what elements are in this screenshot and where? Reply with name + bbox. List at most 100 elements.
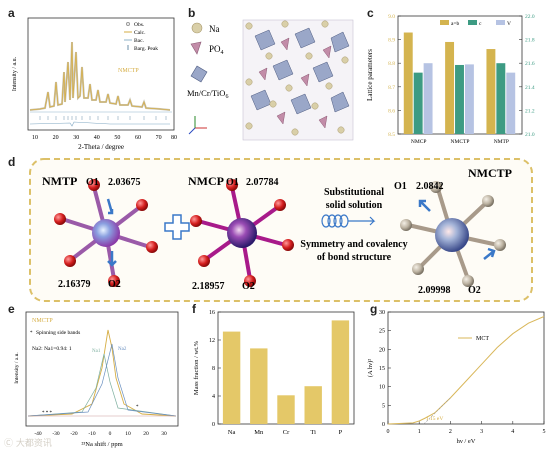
xrd-xlabel: 2-Theta / degree xyxy=(78,143,124,151)
chart-c-xtick-label: NMCTP xyxy=(451,139,470,145)
xrd-legend: Obs. Calc. Bac. Barg. Peak xyxy=(124,22,158,52)
chart-c-bar xyxy=(455,64,464,134)
nmr-xtick: 30 xyxy=(161,431,167,437)
chart-g-ytick-label: 10 xyxy=(379,385,385,391)
chart-c-bar xyxy=(496,63,506,135)
chart-g-xlabel: hν / eV xyxy=(457,438,476,445)
xrd-xtick: 40 xyxy=(94,135,100,141)
xrd-xticks: 10 20 30 40 50 60 70 80 xyxy=(32,135,177,141)
mass-fraction-chart: 0 4 8 12 16 Mass fraction / wt.% Na Mn Cr Ti P xyxy=(193,310,355,436)
xrd-legend-obs: Obs. xyxy=(134,22,145,28)
panel-label-c: c xyxy=(367,6,374,20)
coil-icon xyxy=(321,214,376,228)
symmetry-text: Symmetry and covalency xyxy=(300,239,407,250)
unit-cell-structure xyxy=(242,19,354,141)
chart-f-ytick-label: 4 xyxy=(212,394,215,400)
nmcp-o2-label: O2 xyxy=(242,281,255,292)
chart-c-legend-swatch xyxy=(468,20,477,25)
nmcp-title: NMCP xyxy=(188,174,224,188)
chart-c-legend-label: V xyxy=(507,21,511,27)
chart-g-xtick-label: 5 xyxy=(543,429,546,435)
chart-f-xtick-label: P xyxy=(339,429,343,436)
panel-label-b: b xyxy=(188,6,196,20)
chart-f-bar xyxy=(331,320,350,424)
nmr-sample-label: NMCTP xyxy=(32,318,53,324)
chart-c-legend-label: a=b xyxy=(451,21,460,27)
chart-f-bar xyxy=(304,386,322,424)
nmr-spectrum-panel: Intensity / a.u. ²³Na shift / ppm -40 -3… xyxy=(14,311,179,448)
po4-tetrahedron-icon xyxy=(190,41,202,55)
nmr-xtick: -20 xyxy=(70,431,78,437)
chart-f-ylabel: Mass fraction / wt.% xyxy=(193,340,200,395)
chart-g-ytick-label: 20 xyxy=(379,347,385,353)
bond-structure-text: of bond structure xyxy=(317,252,392,263)
xrd-xtick: 20 xyxy=(53,135,59,141)
nmr-sideband-marker: * xyxy=(136,405,139,410)
chart-c-bar xyxy=(403,32,413,134)
nmctp-octahedron xyxy=(400,181,506,287)
chart-f-xtick-label: Ti xyxy=(310,429,316,436)
solid-solution-text: solid solution xyxy=(326,200,383,211)
chart-f-xtick-label: Mn xyxy=(254,429,264,436)
xrd-pattern-panel: Intensity / a.u. 2-Theta / degree 10 20 … xyxy=(12,17,177,151)
nmtp-o1-label: O1 xyxy=(86,177,99,188)
chart-c-bar xyxy=(445,41,455,134)
chart-f-xtick-label: Na xyxy=(228,429,236,436)
tauc-plot-chart: 0 1 2 3 4 5 0 5 10 15 20 25 30 hν / eV (A hν)² 1.15 eV M… xyxy=(367,310,546,445)
xrd-xtick: 50 xyxy=(114,135,120,141)
legend-octahedra: Mn/Cr/TiO6 xyxy=(187,88,228,100)
xrd-calculated-curve xyxy=(29,41,171,111)
substitutional-text: Substitutional xyxy=(324,187,384,198)
chart-f-ytick-label: 8 xyxy=(212,366,215,372)
bond-structure-panel: NMTP O1 2.03675 2.16379 O2 NMCP O1 2.077… xyxy=(29,158,533,302)
chart-c-ytick-label: 8.6 xyxy=(388,108,395,114)
xrd-xtick: 30 xyxy=(73,135,79,141)
nmr-observed-curve xyxy=(27,329,177,417)
chart-c-xtick-label: NMCP xyxy=(411,139,427,145)
xrd-difference-curve xyxy=(29,121,170,127)
nmtp-o2-label: O2 xyxy=(108,279,121,290)
panel-label-a: a xyxy=(8,6,15,20)
nmr-na1-fit xyxy=(27,353,177,417)
chart-f-ytick-label: 16 xyxy=(209,310,215,316)
nmctp-o1-value: 2.0842 xyxy=(416,181,444,192)
nmr-ylabel: Intensity / a.u. xyxy=(14,352,20,384)
nmtp-title: NMTP xyxy=(42,174,77,188)
axes-icon xyxy=(188,116,207,135)
chart-f-ytick-label: 12 xyxy=(209,338,215,344)
xrd-legend-bragg: Barg. Peak xyxy=(134,46,158,52)
octahedron-icon xyxy=(190,65,208,83)
nmr-frame xyxy=(25,311,179,427)
chart-c-ytick-label: 8.9 xyxy=(388,38,395,44)
xrd-frame xyxy=(27,17,175,131)
chart-c-legend-swatch xyxy=(496,20,505,25)
panel-label-g: g xyxy=(370,302,378,316)
nmr-xtick: -40 xyxy=(34,431,42,437)
nmcp-o1-value: 2.07784 xyxy=(246,177,279,188)
chart-c-bar xyxy=(506,72,516,134)
chart-g-line xyxy=(387,316,545,425)
panel-label-d: d xyxy=(8,155,16,169)
chart-g-ylabel: (A hν)² xyxy=(367,359,374,377)
chart-c-xtick-label: NMTP xyxy=(494,139,509,145)
chart-g-legend-label: MCT xyxy=(476,336,489,342)
nmctp-o2-label: O2 xyxy=(468,285,481,296)
nmr-sideband-note: Spinning side bands xyxy=(36,330,80,336)
plus-icon xyxy=(164,214,190,240)
xrd-ylabel: Intensity / a.u. xyxy=(12,56,18,91)
nmcp-o1-label: O1 xyxy=(226,177,239,188)
nmtp-o2-value: 2.16379 xyxy=(58,279,91,290)
chart-g-ytick-label: 30 xyxy=(379,310,385,316)
xrd-xtick: 80 xyxy=(171,135,177,141)
legend-na: Na xyxy=(209,24,220,34)
chart-c-bar xyxy=(464,64,474,134)
chart-c-y2tick-label: 21.4 xyxy=(525,85,535,91)
nmr-xtick: 0 xyxy=(109,431,112,437)
chart-c-y2tick-label: 22.0 xyxy=(525,14,535,20)
chart-c-ytick-label: 8.7 xyxy=(388,85,395,91)
shift-arrow-icon xyxy=(483,247,496,260)
chart-c-ylabel: Lattice parameters xyxy=(366,49,374,101)
nmr-xtick: 20 xyxy=(143,431,149,437)
chart-g-xtick-label: 0 xyxy=(387,429,390,435)
nmr-na2-fit xyxy=(27,343,177,417)
